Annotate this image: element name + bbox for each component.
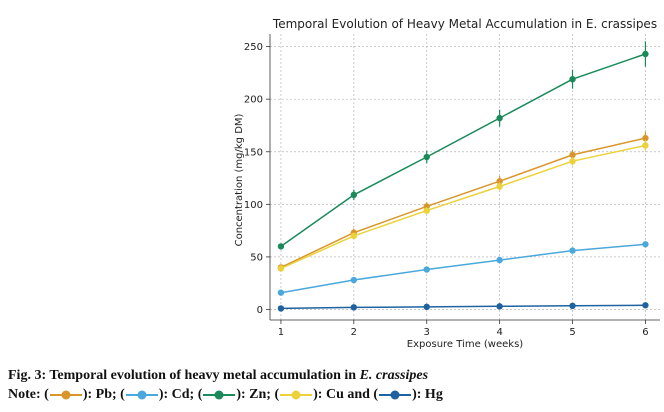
data-point xyxy=(496,303,503,310)
y-tick-label: 250 xyxy=(244,42,263,53)
data-point xyxy=(423,303,430,311)
data-point xyxy=(642,302,649,309)
data-point xyxy=(277,289,285,296)
x-tick-label: 6 xyxy=(642,327,648,338)
x-tick-label: 4 xyxy=(496,327,502,338)
legend-key-marker xyxy=(390,390,400,399)
data-point xyxy=(569,158,576,165)
series-line xyxy=(280,304,646,310)
series-line xyxy=(280,243,646,294)
caption-note-line: Note: ( ): Pb; ( ): Cd; ( ): Zn; ( ): Cu an… xyxy=(8,385,658,404)
data-point xyxy=(496,183,503,190)
data-point xyxy=(496,178,503,185)
x-axis-label: Exposure Time (weeks) xyxy=(407,339,524,350)
data-point xyxy=(277,243,285,250)
series-line xyxy=(280,144,646,270)
series-hg xyxy=(277,302,649,312)
data-point xyxy=(642,134,649,142)
data-point xyxy=(350,304,358,311)
data-point xyxy=(569,302,576,310)
caption-note-prefix: Note: ( xyxy=(8,387,49,402)
x-tick-label: 1 xyxy=(278,327,284,338)
data-point xyxy=(350,232,358,240)
legend-key-marker xyxy=(214,390,224,399)
legend-key xyxy=(49,388,83,402)
series-cd xyxy=(277,41,649,250)
legend-key xyxy=(202,388,236,402)
y-tick-label: 50 xyxy=(250,252,263,263)
data-point xyxy=(496,256,503,264)
data-point xyxy=(496,114,503,122)
data-point xyxy=(569,76,576,83)
data-point xyxy=(277,305,285,312)
legend-text: ): Zn; ( xyxy=(236,387,280,402)
legend-text: ): Hg xyxy=(412,387,443,402)
figure-caption: Fig. 3: Temporal evolution of heavy meta… xyxy=(8,366,658,404)
data-point xyxy=(350,191,358,199)
x-tick-label: 2 xyxy=(351,327,357,338)
y-tick-label: 200 xyxy=(244,95,263,106)
line-chart: Temporal Evolution of Heavy Metal Accumu… xyxy=(234,17,660,350)
data-point xyxy=(423,207,430,214)
grid-layer xyxy=(270,34,660,320)
data-point xyxy=(642,142,649,149)
legend-text: ): Cu and ( xyxy=(313,387,379,402)
legend-text: ): Cd; ( xyxy=(158,387,203,402)
legend-key-marker xyxy=(61,390,71,399)
caption-title-line: Fig. 3: Temporal evolution of heavy meta… xyxy=(8,366,658,385)
data-point xyxy=(277,265,285,272)
legend-key xyxy=(279,388,313,402)
series-layer xyxy=(277,41,649,312)
series-cu xyxy=(277,140,649,272)
data-point xyxy=(423,153,430,161)
legend-text: ): Pb; ( xyxy=(82,387,125,402)
y-tick-label: 100 xyxy=(244,200,263,211)
x-tick-label: 3 xyxy=(424,327,430,338)
caption-species: E. crassipes xyxy=(359,368,429,383)
y-tick-label: 0 xyxy=(257,305,263,316)
y-tick-label: 150 xyxy=(244,147,263,158)
data-point xyxy=(642,50,649,58)
legend-key xyxy=(125,388,159,402)
data-point xyxy=(423,266,430,273)
series-line xyxy=(280,137,646,269)
chart-title: Temporal Evolution of Heavy Metal Accumu… xyxy=(272,17,657,31)
y-axis-label: Concentration (mg/kg DM) xyxy=(234,113,245,246)
data-point xyxy=(569,247,576,254)
caption-figure-label: Fig. 3: Temporal evolution of heavy meta… xyxy=(8,368,360,383)
axes-layer: 1 2 3 4 5 6 0 50 100 150 200 250 xyxy=(244,34,660,338)
legend-key-marker xyxy=(137,390,147,399)
data-point xyxy=(642,241,649,248)
series-zn xyxy=(277,241,649,296)
legend-key-marker xyxy=(291,390,301,399)
x-tick-label: 5 xyxy=(569,327,575,338)
series-pb xyxy=(277,131,649,271)
series-line xyxy=(280,53,646,248)
legend-key xyxy=(378,388,412,402)
data-point xyxy=(350,276,358,284)
data-point xyxy=(569,151,576,159)
